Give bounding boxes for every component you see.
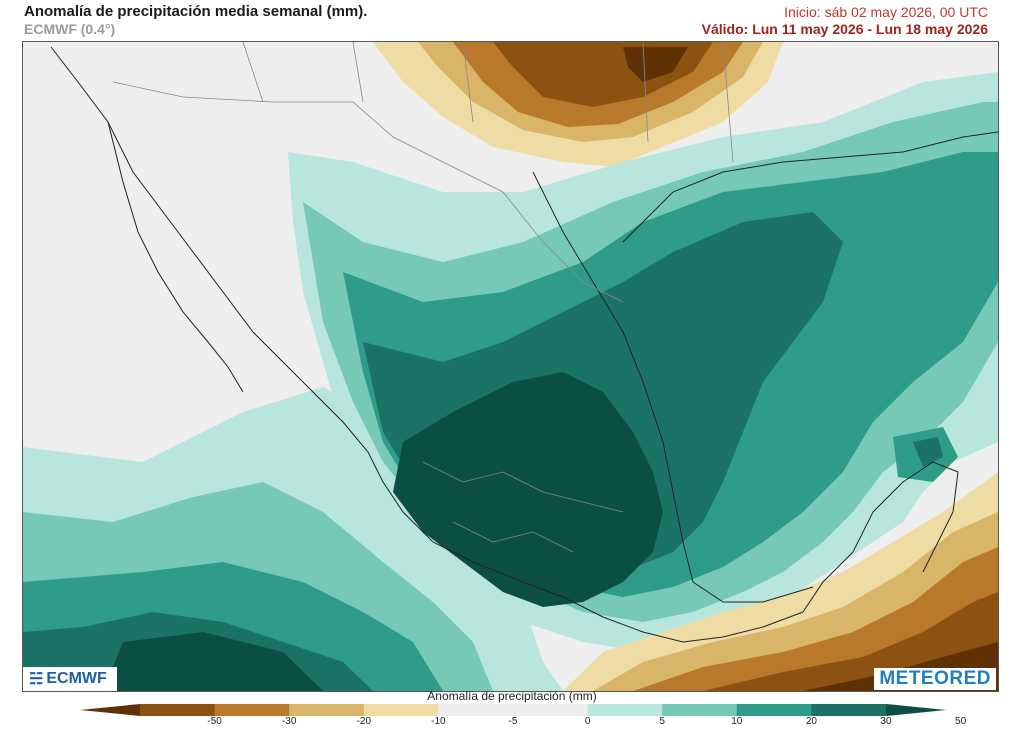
ecmwf-logo-badge: ☵ ECMWF bbox=[25, 668, 113, 690]
legend-swatch bbox=[289, 704, 365, 716]
model-label: ECMWF (0.4°) bbox=[24, 21, 116, 37]
dry-anomaly-north bbox=[373, 42, 783, 167]
forecast-start: Inicio: sáb 02 may 2026, 00 UTC bbox=[784, 4, 988, 20]
legend-tick-label: 30 bbox=[880, 716, 892, 727]
legend-swatch bbox=[587, 704, 663, 716]
legend-swatch bbox=[140, 704, 216, 716]
legend-swatch bbox=[886, 704, 946, 716]
legend-swatch bbox=[214, 704, 290, 716]
wet-anomaly-gulf bbox=[288, 72, 998, 652]
legend-swatch bbox=[363, 704, 439, 716]
legend-tick-label: -50 bbox=[207, 716, 222, 727]
legend-tick-label: 20 bbox=[805, 716, 817, 727]
forecast-valid-range: Válido: Lun 11 may 2026 - Lun 18 may 202… bbox=[701, 21, 988, 37]
color-legend-bar bbox=[80, 704, 946, 716]
ecmwf-logo-text: ECMWF bbox=[46, 670, 107, 687]
map-title: Anomalía de precipitación media semanal … bbox=[24, 3, 368, 20]
legend-tick-label: -10 bbox=[431, 716, 446, 727]
legend-tick-label: 10 bbox=[731, 716, 743, 727]
legend-swatch bbox=[662, 704, 738, 716]
legend-ticks: -50 -30 -20 -10 -5 0 5 10 20 30 50 bbox=[0, 716, 1024, 730]
legend-tick-label: -20 bbox=[356, 716, 372, 727]
legend-tick-label: -30 bbox=[281, 716, 297, 727]
legend-title: Anomalía de precipitación (mm) bbox=[427, 689, 597, 703]
border-lines bbox=[112, 42, 734, 553]
legend-swatch bbox=[513, 704, 589, 716]
wet-anomaly-pacific bbox=[23, 387, 563, 691]
ecmwf-icon: ☵ bbox=[29, 671, 44, 688]
legend-tick-label: -5 bbox=[508, 716, 518, 727]
meteored-logo: METEORED bbox=[874, 668, 996, 690]
precipitation-anomaly-map: ☵ ECMWF METEORED bbox=[22, 41, 999, 692]
coastline bbox=[50, 46, 998, 643]
legend-swatch bbox=[80, 704, 140, 716]
legend-tick-label: 50 bbox=[955, 716, 967, 727]
legend-swatch bbox=[438, 704, 514, 716]
legend-swatch bbox=[811, 704, 887, 716]
legend-swatch bbox=[736, 704, 812, 716]
legend-tick-label: 0 bbox=[584, 716, 591, 727]
legend-tick-label: 5 bbox=[659, 716, 665, 727]
